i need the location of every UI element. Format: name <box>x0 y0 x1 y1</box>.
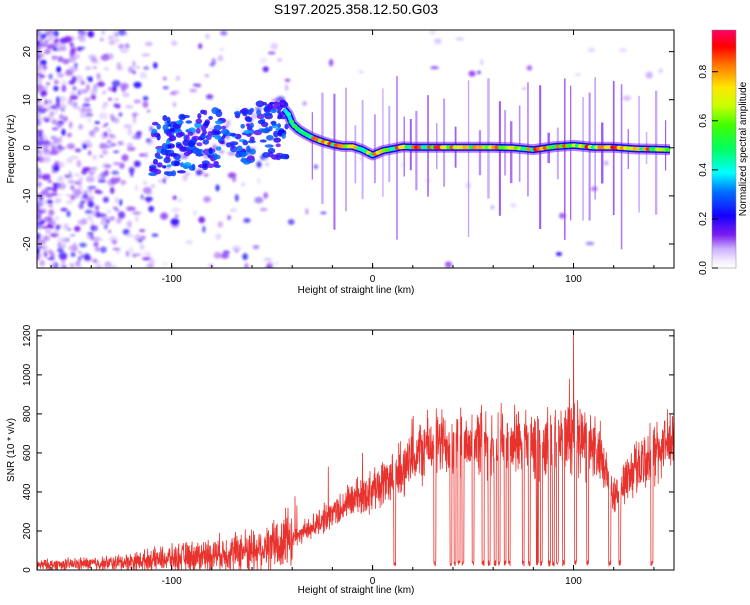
spectrogram-y-label: Frequency (Hz) <box>6 115 17 184</box>
colorbar-gradient <box>711 29 737 269</box>
y-tick-label: 800 <box>22 405 33 422</box>
y-tick-label: 10 <box>22 94 33 106</box>
chart-title: S197.2025.358.12.50.G03 <box>274 1 438 17</box>
y-tick-label: 200 <box>22 522 33 539</box>
y-tick-label: 20 <box>22 46 33 58</box>
colorbar-tick-label: 0.4 <box>698 162 709 176</box>
spectrogram-ridge <box>279 105 671 161</box>
snr-frame <box>36 329 675 571</box>
y-tick-label: 400 <box>22 483 33 500</box>
colorbar-label: Normalized spectral amplitude <box>738 81 749 216</box>
y-tick-label: 600 <box>22 444 33 461</box>
colorbar-tick-label: 0.0 <box>698 261 709 275</box>
y-tick-label: 1000 <box>22 363 33 386</box>
y-tick-label: 0 <box>22 567 33 573</box>
spectrogram-clusters <box>148 99 290 177</box>
ridge-hotspots <box>285 112 671 157</box>
snr-x-label: Height of straight line (km) <box>298 585 415 596</box>
x-tick-label: -100 <box>162 576 182 587</box>
y-tick-label: 1200 <box>22 324 33 347</box>
x-tick-label: 0 <box>370 576 376 587</box>
colorbar-tick-label: 0.6 <box>698 113 709 127</box>
snr-y-label: SNR (10 * v/v) <box>6 418 17 482</box>
colorbar-tick-label: 0.8 <box>698 64 709 78</box>
y-tick-label: 0 <box>22 145 33 151</box>
snr-series-line <box>37 330 674 570</box>
spectrogram-texture <box>37 30 667 268</box>
colorbar-ticks: 0.0 0.2 0.4 0.6 0.8 <box>698 64 718 275</box>
x-tick-label: 0 <box>370 274 376 285</box>
y-tick-label: -20 <box>22 236 33 251</box>
spectrogram-x-label: Height of straight line (km) <box>298 285 415 296</box>
spectrogram-streaks <box>311 76 667 250</box>
spectrogram-frame <box>36 29 675 269</box>
colorbar-tick-label: 0.2 <box>698 212 709 226</box>
x-tick-label: -100 <box>162 274 182 285</box>
x-tick-label: 100 <box>565 576 582 587</box>
colorbar: 0.0 0.2 0.4 0.6 0.8 Normalized spectral ampl… <box>698 29 749 275</box>
y-tick-label: -10 <box>22 188 33 203</box>
snr-plot-area <box>37 330 674 570</box>
x-tick-label: 100 <box>565 274 582 285</box>
